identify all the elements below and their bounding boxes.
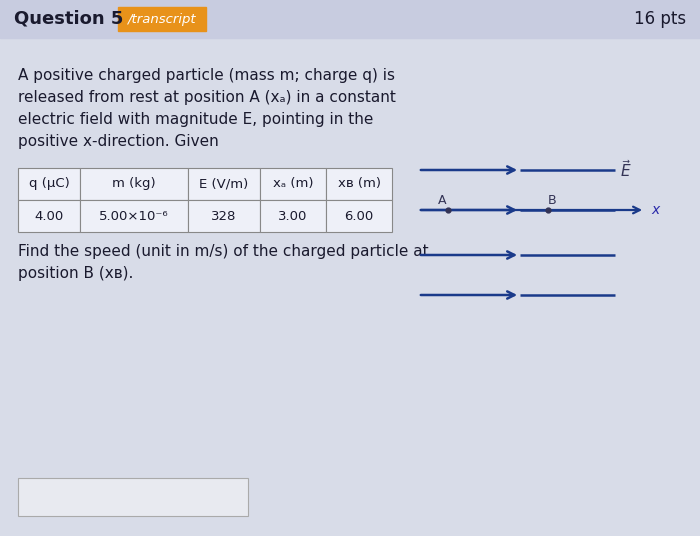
Bar: [80, 168, 188, 200]
Text: E (V/m): E (V/m): [199, 177, 248, 190]
Bar: [188, 168, 260, 200]
Text: 6.00: 6.00: [344, 210, 374, 222]
Text: Question 5: Question 5: [14, 10, 123, 28]
Text: m (kg): m (kg): [112, 177, 156, 190]
Text: 328: 328: [211, 210, 237, 222]
Text: position B (xʙ).: position B (xʙ).: [18, 266, 134, 281]
Bar: [18, 478, 248, 516]
Text: xʙ (m): xʙ (m): [337, 177, 381, 190]
Bar: [326, 168, 392, 200]
Text: q (μC): q (μC): [29, 177, 69, 190]
Text: x: x: [651, 203, 659, 217]
Text: $\vec{E}$: $\vec{E}$: [620, 160, 631, 181]
Bar: [260, 200, 326, 232]
Bar: [326, 200, 392, 232]
Bar: [18, 200, 80, 232]
Text: 5.00×10⁻⁶: 5.00×10⁻⁶: [99, 210, 169, 222]
Bar: [260, 168, 326, 200]
Text: xₐ (m): xₐ (m): [273, 177, 314, 190]
Bar: [188, 200, 260, 232]
Text: electric field with magnitude E, pointing in the: electric field with magnitude E, pointin…: [18, 112, 373, 127]
Text: /transcript: /transcript: [127, 12, 196, 26]
Text: A: A: [438, 194, 447, 207]
Text: 3.00: 3.00: [279, 210, 308, 222]
Bar: [18, 168, 80, 200]
Bar: [0, 0, 700, 38]
Text: Find the speed (unit in m/s) of the charged particle at: Find the speed (unit in m/s) of the char…: [18, 244, 428, 259]
Bar: [118, 7, 206, 31]
Bar: [80, 200, 188, 232]
Text: A positive charged particle (mass m; charge q) is: A positive charged particle (mass m; cha…: [18, 68, 395, 83]
Text: released from rest at position A (xₐ) in a constant: released from rest at position A (xₐ) in…: [18, 90, 396, 105]
Text: positive x-direction. Given: positive x-direction. Given: [18, 134, 218, 149]
Text: 16 pts: 16 pts: [634, 10, 686, 28]
Text: 4.00: 4.00: [34, 210, 64, 222]
Text: B: B: [547, 194, 556, 207]
